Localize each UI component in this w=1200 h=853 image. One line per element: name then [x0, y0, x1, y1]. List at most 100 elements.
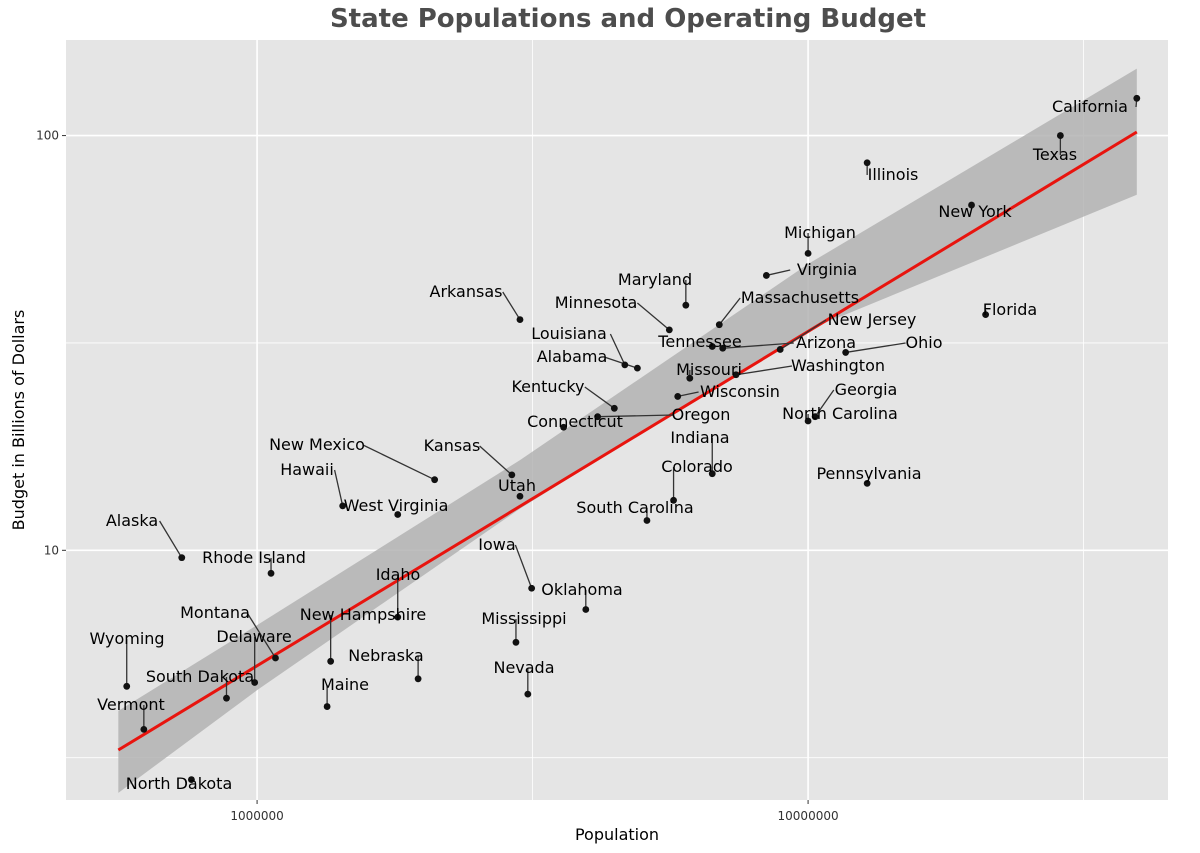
x-axis-title: Population [575, 825, 659, 844]
label-west-virginia: West Virginia [344, 496, 449, 515]
point-idaho [394, 613, 402, 621]
leader-georgia [814, 389, 835, 418]
point-wyoming [123, 682, 131, 690]
label-tennessee: Tennessee [657, 332, 741, 351]
label-north-dakota: North Dakota [126, 774, 233, 793]
leader-arkansas [502, 291, 521, 320]
label-vermont: Vermont [97, 695, 165, 714]
point-iowa [528, 584, 536, 592]
point-virginia [762, 272, 770, 279]
label-maine: Maine [321, 675, 369, 694]
label-ohio: Ohio [906, 333, 943, 352]
leader-virginia [766, 269, 791, 277]
x-tick-label: 10000000 [778, 809, 839, 823]
label-illinois: Illinois [868, 165, 919, 184]
point-kentucky [610, 404, 618, 412]
label-nevada: Nevada [493, 658, 554, 677]
label-iowa: Iowa [478, 535, 515, 554]
label-wyoming: Wyoming [89, 629, 164, 648]
label-south-dakota: South Dakota [146, 667, 254, 686]
label-montana: Montana [180, 603, 250, 622]
label-kansas: Kansas [424, 436, 481, 455]
point-nevada [524, 690, 532, 698]
x-tick-label: 1000000 [230, 809, 283, 823]
point-pennsylvania [863, 479, 871, 487]
label-georgia: Georgia [835, 380, 898, 399]
label-colorado: Colorado [661, 457, 733, 476]
label-maryland: Maryland [618, 270, 692, 289]
leader-alaska [159, 520, 183, 558]
label-new-york: New York [938, 202, 1012, 221]
y-axis-title: Budget in Billions of Dollars [9, 310, 28, 531]
fit-line-layer [117, 130, 1138, 752]
leader-wisconsin [677, 391, 699, 398]
label-michigan: Michigan [784, 223, 856, 242]
point-california [1133, 94, 1141, 102]
point-louisiana [621, 361, 629, 369]
point-ohio [842, 349, 850, 356]
point-south-dakota [223, 694, 230, 702]
point-maryland [682, 301, 690, 309]
label-leader-lines [126, 98, 1138, 730]
point-massachusetts [715, 321, 723, 329]
point-rhode-island [267, 569, 275, 577]
label-alabama: Alabama [537, 347, 608, 366]
grid-lines [66, 40, 1168, 800]
label-arizona: Arizona [796, 333, 856, 352]
label-oklahoma: Oklahoma [541, 580, 622, 599]
label-kentucky: Kentucky [511, 377, 584, 396]
label-virginia: Virginia [797, 260, 857, 279]
leader-arizona [722, 342, 794, 349]
point-hawaii [339, 502, 347, 510]
state-labels: California Texas Illinois New York Michigan V… [89, 97, 1128, 793]
chart-title: State Populations and Operating Budget [329, 4, 927, 34]
label-mississippi: Mississippi [481, 609, 566, 628]
confidence-band-layer [118, 68, 1137, 793]
point-arkansas [516, 316, 524, 323]
point-nebraska [414, 675, 422, 683]
point-arizona [719, 344, 727, 352]
point-indiana [708, 470, 716, 478]
leader-new-jersey [779, 319, 827, 350]
label-north-carolina: North Carolina [782, 404, 898, 423]
point-wisconsin [674, 393, 682, 400]
leader-ohio [845, 342, 906, 354]
point-texas [1056, 132, 1064, 139]
point-michigan [804, 249, 812, 257]
point-utah [516, 492, 524, 500]
label-louisiana: Louisiana [531, 324, 607, 343]
leader-washington [735, 365, 793, 376]
axes: 1000000 10000000 10 100 Population Budget in … [9, 129, 839, 844]
label-rhode-island: Rhode Island [202, 548, 306, 567]
leader-kansas [479, 445, 513, 476]
y-tick-label: 100 [36, 129, 59, 143]
data-points [123, 94, 1141, 783]
label-oregon: Oregon [672, 405, 731, 424]
point-alabama [633, 364, 641, 372]
label-new-hampshire: New Hampshire [300, 605, 427, 624]
label-pennsylvania: Pennsylvania [816, 464, 921, 483]
leader-oregon [597, 414, 674, 418]
leader-montana [246, 612, 277, 659]
leader-massachusetts [718, 297, 741, 326]
point-north-carolina [804, 417, 812, 425]
label-idaho: Idaho [376, 565, 421, 584]
label-south-carolina: South Carolina [576, 498, 693, 517]
leader-alabama [603, 356, 638, 369]
leader-new-mexico [362, 444, 435, 481]
point-montana [272, 654, 279, 662]
label-florida: Florida [983, 300, 1037, 319]
point-new-mexico [431, 476, 439, 484]
point-florida [982, 311, 990, 319]
leader-minnesota [636, 302, 670, 331]
point-connecticut [560, 423, 568, 431]
label-texas: Texas [1032, 145, 1077, 164]
label-hawaii: Hawaii [280, 460, 334, 479]
point-minnesota [665, 326, 673, 334]
point-tennessee [708, 343, 716, 350]
point-alaska [178, 554, 186, 562]
label-utah: Utah [498, 476, 536, 495]
label-minnesota: Minnesota [555, 293, 638, 312]
point-georgia [811, 413, 819, 421]
